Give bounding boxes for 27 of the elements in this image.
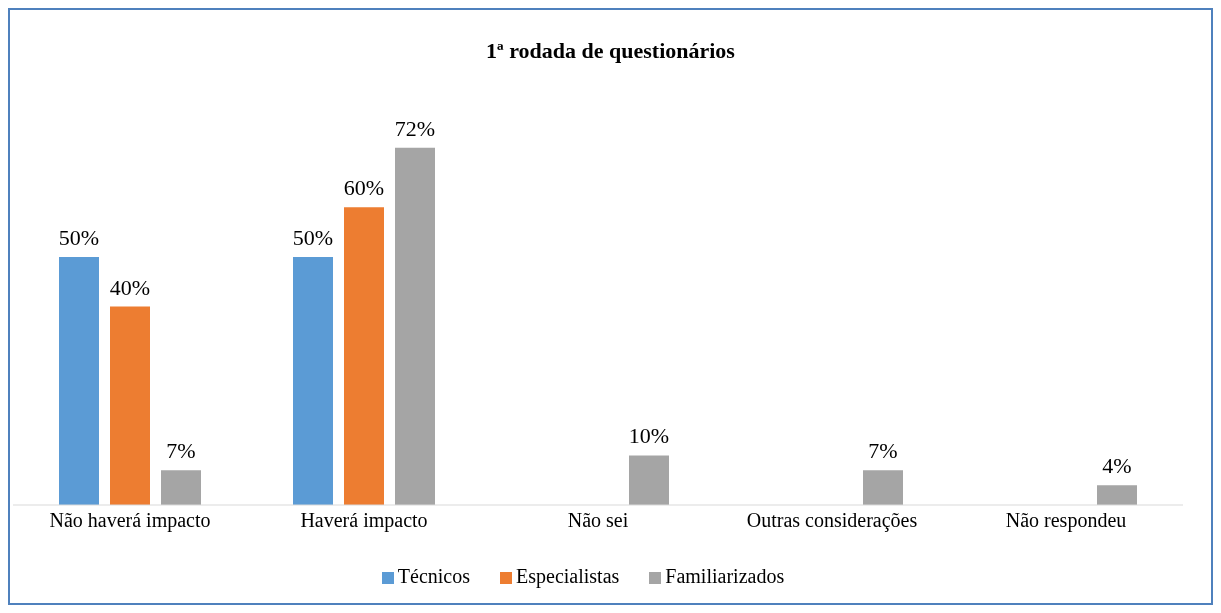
data-label: 10% bbox=[628, 423, 670, 449]
legend-label: Técnicos bbox=[397, 565, 470, 587]
bar bbox=[344, 207, 384, 505]
x-tick-label: Não haverá impacto bbox=[49, 509, 211, 533]
data-label: 50% bbox=[292, 224, 334, 250]
x-tick-label: Não respondeu bbox=[1005, 509, 1127, 533]
bar bbox=[293, 256, 333, 505]
legend-label: Familiarizados bbox=[665, 565, 785, 587]
bar bbox=[863, 470, 903, 505]
bar bbox=[395, 147, 435, 505]
x-tick-label: Haverá impacto bbox=[300, 509, 428, 533]
data-label: 4% bbox=[1102, 453, 1132, 479]
bar bbox=[161, 470, 201, 505]
data-label: 7% bbox=[868, 438, 898, 464]
data-label: 50% bbox=[58, 224, 100, 250]
bar bbox=[1097, 485, 1137, 505]
x-tick-label: Não sei bbox=[567, 509, 629, 532]
chart-title: 1ª rodada de questionários bbox=[485, 38, 736, 64]
data-label: 7% bbox=[166, 438, 196, 464]
bar bbox=[629, 455, 669, 505]
data-label: 40% bbox=[109, 274, 151, 300]
data-label: 72% bbox=[394, 115, 436, 141]
bar bbox=[59, 256, 99, 505]
x-tick-label: Outras considerações bbox=[746, 509, 918, 533]
bar bbox=[110, 306, 150, 505]
legend-label: Especialistas bbox=[516, 565, 620, 587]
data-label: 60% bbox=[343, 175, 385, 201]
